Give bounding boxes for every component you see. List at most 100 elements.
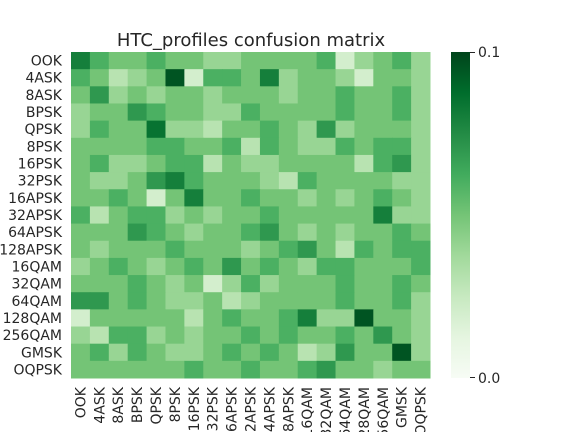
heatmap-cell xyxy=(278,189,299,207)
heatmap-cell xyxy=(411,172,431,190)
x-tick-label: 128QAM xyxy=(357,387,373,432)
heatmap-cell xyxy=(392,86,412,104)
heatmap-cell xyxy=(335,189,355,207)
heatmap-cell xyxy=(127,343,148,362)
heatmap-cell xyxy=(241,120,261,139)
heatmap-cell xyxy=(278,206,299,225)
heatmap-cell xyxy=(241,343,261,362)
heatmap-cell xyxy=(146,326,166,345)
y-tick-label: 16APSK xyxy=(8,191,63,207)
heatmap-cell xyxy=(411,69,431,87)
heatmap-cell xyxy=(354,206,374,225)
heatmap-cell xyxy=(108,189,129,207)
heatmap-cell xyxy=(108,343,129,362)
heatmap-cell xyxy=(108,86,129,104)
heatmap-cell xyxy=(278,137,299,156)
heatmap-cell xyxy=(354,137,374,156)
heatmap-cell xyxy=(146,120,166,139)
heatmap-cell xyxy=(373,206,393,225)
heatmap-cell xyxy=(241,103,261,122)
heatmap-cell xyxy=(297,343,318,362)
heatmap-cell xyxy=(89,154,110,173)
heatmap-cell xyxy=(203,292,223,310)
heatmap-cell xyxy=(108,206,129,225)
heatmap-cell xyxy=(222,343,242,362)
heatmap-cell xyxy=(127,257,148,276)
heatmap-cell xyxy=(89,292,110,310)
heatmap-cell xyxy=(373,137,393,156)
heatmap-cell xyxy=(127,120,148,139)
heatmap-cell xyxy=(278,154,299,173)
heatmap-cell xyxy=(354,309,374,328)
y-tick-label: GMSK xyxy=(21,345,63,361)
heatmap-cell xyxy=(108,137,129,156)
heatmap-cell xyxy=(335,154,355,173)
heatmap-cell xyxy=(203,257,223,276)
heatmap-cell xyxy=(146,52,166,70)
heatmap-cell xyxy=(392,52,412,70)
heatmap-cell xyxy=(278,360,299,379)
y-tick-label: 128APSK xyxy=(0,242,63,258)
heatmap-cell xyxy=(297,52,318,70)
heatmap-cell xyxy=(316,154,337,173)
heatmap-cell xyxy=(71,189,91,207)
heatmap-cell xyxy=(71,69,91,87)
heatmap-cell xyxy=(203,223,223,242)
heatmap-cell xyxy=(203,103,223,122)
heatmap-cell xyxy=(316,309,337,328)
heatmap-cell xyxy=(203,275,223,293)
heatmap-cell xyxy=(71,309,91,328)
heatmap-cell xyxy=(411,223,431,242)
heatmap-cell xyxy=(354,360,374,379)
heatmap-cell xyxy=(411,292,431,310)
heatmap-cell xyxy=(222,154,242,173)
heatmap-cell xyxy=(222,275,242,293)
heatmap-cell xyxy=(297,154,318,173)
colorbar-max-label: 0.1 xyxy=(478,45,500,61)
heatmap-cell xyxy=(108,223,129,242)
heatmap-cell xyxy=(316,206,337,225)
heatmap-cell xyxy=(108,309,129,328)
heatmap-cell xyxy=(335,206,355,225)
heatmap-cell xyxy=(392,275,412,293)
heatmap-cell xyxy=(71,360,91,379)
heatmap-cell xyxy=(278,223,299,242)
heatmap-cell xyxy=(127,223,148,242)
heatmap-cell xyxy=(297,257,318,276)
heatmap-cell xyxy=(165,309,185,328)
heatmap-cell xyxy=(411,326,431,345)
heatmap-cell xyxy=(184,172,204,190)
heatmap-cell xyxy=(316,52,337,70)
heatmap-cell xyxy=(71,172,91,190)
heatmap-cell xyxy=(392,360,412,379)
heatmap-cell xyxy=(392,309,412,328)
heatmap-cell xyxy=(203,86,223,104)
heatmap-cell xyxy=(203,360,223,379)
heatmap-cell xyxy=(411,275,431,293)
heatmap-cell xyxy=(165,240,185,259)
heatmap-cell xyxy=(241,326,261,345)
heatmap-cell xyxy=(278,240,299,259)
heatmap-cell xyxy=(297,137,318,156)
heatmap-cell xyxy=(184,52,204,70)
heatmap-cell xyxy=(241,172,261,190)
heatmap-cell xyxy=(392,223,412,242)
heatmap-cell xyxy=(146,257,166,276)
x-tick-label: 64APSK xyxy=(262,386,278,432)
heatmap-cell xyxy=(222,172,242,190)
heatmap-cell xyxy=(165,189,185,207)
heatmap-cell xyxy=(373,172,393,190)
heatmap-cell xyxy=(392,120,412,139)
heatmap-cell xyxy=(278,292,299,310)
heatmap-cell xyxy=(373,257,393,276)
heatmap-cell xyxy=(316,343,337,362)
heatmap-cell xyxy=(203,172,223,190)
heatmap-cell xyxy=(127,52,148,70)
heatmap-cell xyxy=(127,86,148,104)
heatmap-cell xyxy=(411,240,431,259)
heatmap-cell xyxy=(411,86,431,104)
heatmap-cell xyxy=(203,240,223,259)
heatmap-cell xyxy=(165,120,185,139)
heatmap-cell xyxy=(203,137,223,156)
